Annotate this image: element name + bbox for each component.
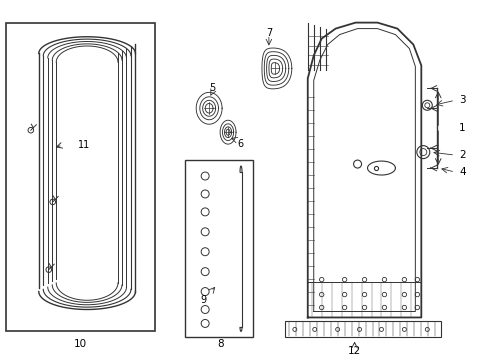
Text: 4: 4	[459, 167, 466, 177]
Text: 5: 5	[209, 84, 215, 93]
Text: 12: 12	[348, 346, 361, 356]
Text: 2: 2	[459, 150, 466, 160]
Text: 3: 3	[459, 95, 466, 105]
Text: 9: 9	[200, 294, 206, 305]
Text: 6: 6	[237, 139, 243, 149]
Text: 8: 8	[217, 339, 223, 349]
Text: 11: 11	[77, 140, 90, 150]
Text: 7: 7	[266, 28, 272, 37]
Text: 1: 1	[459, 123, 466, 133]
Bar	[285, 321, 441, 337]
Bar	[6, 23, 155, 332]
Bar	[185, 160, 253, 337]
Text: 10: 10	[74, 339, 87, 349]
